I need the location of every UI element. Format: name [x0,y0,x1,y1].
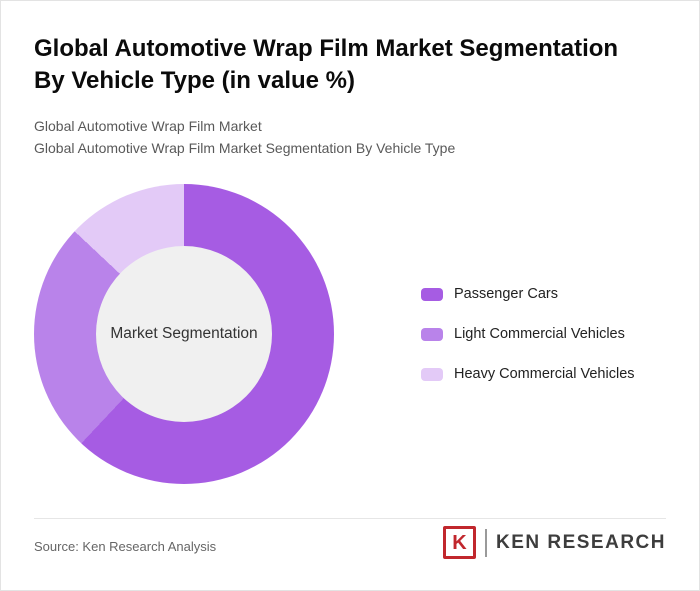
subtitle-segmentation: Global Automotive Wrap Film Market Segme… [34,140,456,157]
ken-research-monogram-icon: K [442,526,476,559]
legend-label: Light Commercial Vehicles [454,326,625,342]
donut-chart: Market Segmentation [34,184,334,484]
page-title: Global Automotive Wrap Film Market Segme… [34,33,674,98]
logo-divider [484,528,487,557]
page-title-line1: Global Automotive Wrap Film Market Segme… [34,35,619,62]
ken-research-logo: K KEN RESEARCH [442,526,666,559]
legend-label: Passenger Cars [454,286,558,302]
monogram-letter: K [452,531,467,554]
legend-item-passenger-cars: Passenger Cars [421,286,635,302]
donut-center: Market Segmentation [96,246,272,422]
legend-label: Heavy Commercial Vehicles [454,366,635,382]
logo-brand-text: KEN RESEARCH [495,531,666,553]
donut-center-label: Market Segmentation [110,325,258,342]
subtitle-block: Global Automotive Wrap Film Market Globa… [34,115,674,159]
subtitle-market: Global Automotive Wrap Film Market [34,118,262,134]
legend-item-light-commercial-vehicles: Light Commercial Vehicles [421,326,635,342]
source-note: Source: Ken Research Analysis [34,539,217,554]
page-title-line2: By Vehicle Type (in value %) [34,67,355,95]
legend-swatch [421,367,443,381]
footer-divider [34,518,666,519]
legend-item-heavy-commercial-vehicles: Heavy Commercial Vehicles [421,366,635,382]
chart-legend: Passenger Cars Light Commercial Vehicles… [421,286,635,382]
legend-swatch [421,287,443,301]
legend-swatch [421,327,443,341]
